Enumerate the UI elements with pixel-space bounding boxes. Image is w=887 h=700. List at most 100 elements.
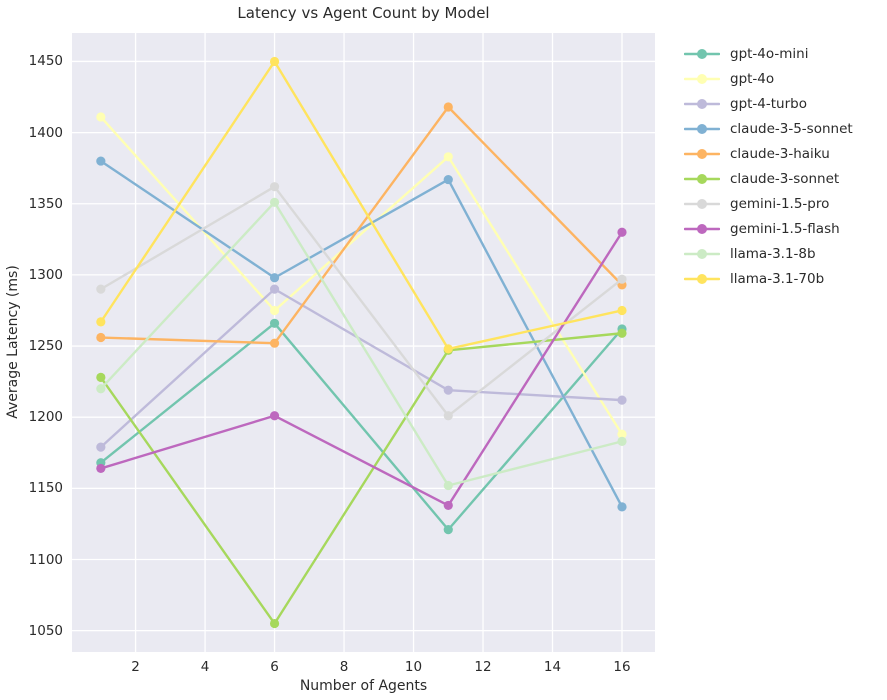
y-tick-label: 1050 xyxy=(28,622,63,639)
legend-marker-icon xyxy=(684,73,720,84)
legend-label: gpt-4o-mini xyxy=(730,45,809,62)
data-point-gpt-4o-mini xyxy=(443,525,453,535)
data-point-llama-3.1-70b xyxy=(96,317,106,327)
legend-marker-icon xyxy=(684,248,720,259)
x-axis-label: Number of Agents xyxy=(299,678,428,694)
legend-label: claude-3-sonnet xyxy=(730,170,840,187)
series-line-claude-3-5-sonnet xyxy=(99,159,624,509)
data-point-gemini-1.5-pro xyxy=(617,274,627,284)
legend-item-gemini-1.5-pro: gemini-1.5-pro xyxy=(684,191,853,216)
legend-item-llama-3.1-8b: llama-3.1-8b xyxy=(684,241,853,266)
legend-item-gpt-4-turbo: gpt-4-turbo xyxy=(684,91,853,116)
legend-label: gpt-4o xyxy=(730,70,775,87)
data-point-llama-3.1-70b xyxy=(617,305,627,316)
data-point-gemini-1.5-pro xyxy=(443,411,453,421)
data-point-llama-3.1-70b xyxy=(269,56,280,67)
data-point-gpt-4o xyxy=(443,152,453,162)
data-point-llama-3.1-8b xyxy=(443,480,453,491)
x-tick-label: 10 xyxy=(404,659,423,675)
data-point-gemini-1.5-flash xyxy=(96,463,106,474)
data-point-gpt-4o xyxy=(617,429,627,439)
series-line-gemini-1.5-flash xyxy=(99,231,624,507)
data-point-claude-3-haiku xyxy=(96,332,106,343)
y-axis-label: Average Latency (ms) xyxy=(5,265,21,419)
data-point-llama-3.1-8b xyxy=(617,436,627,446)
data-point-gemini-1.5-pro xyxy=(96,284,106,294)
data-point-claude-3-haiku xyxy=(269,338,280,348)
legend-label: claude-3-haiku xyxy=(730,145,830,162)
plot-canvas xyxy=(72,33,655,652)
legend-label: claude-3-5-sonnet xyxy=(730,120,853,137)
data-point-llama-3.1-70b xyxy=(443,344,453,354)
series-line-claude-3-sonnet xyxy=(99,332,624,625)
legend-item-gemini-1.5-flash: gemini-1.5-flash xyxy=(684,216,853,241)
y-tick-label: 1250 xyxy=(28,338,63,355)
legend-marker-icon xyxy=(684,198,720,209)
x-tick-label: 6 xyxy=(270,659,279,675)
x-tick-label: 4 xyxy=(200,659,210,675)
plot-area xyxy=(72,33,655,652)
legend-marker-icon xyxy=(684,173,720,184)
data-point-claude-3-sonnet xyxy=(617,328,627,338)
data-point-claude-3-sonnet xyxy=(96,372,106,382)
legend-item-claude-3-sonnet: claude-3-sonnet xyxy=(684,166,853,191)
data-point-gemini-1.5-flash xyxy=(617,227,627,237)
series-line-gpt-4-turbo xyxy=(99,287,624,449)
legend-item-gpt-4o-mini: gpt-4o-mini xyxy=(684,41,853,66)
x-tick-label: 12 xyxy=(474,659,492,675)
y-tick-label: 1400 xyxy=(28,124,63,141)
data-point-gemini-1.5-flash xyxy=(269,411,280,421)
data-point-gpt-4o xyxy=(96,112,106,122)
data-point-gpt-4-turbo xyxy=(96,442,106,452)
legend-label: gpt-4-turbo xyxy=(730,95,807,112)
y-tick-label: 1300 xyxy=(28,266,63,283)
x-tick-label: 2 xyxy=(131,659,140,675)
legend-marker-icon xyxy=(684,48,720,59)
legend-label: llama-3.1-8b xyxy=(730,245,816,262)
series-line-gemini-1.5-pro xyxy=(99,185,624,417)
y-tick-label: 1200 xyxy=(28,409,63,426)
legend-marker-icon xyxy=(684,273,720,284)
data-point-gemini-1.5-flash xyxy=(443,500,453,511)
legend-marker-icon xyxy=(684,223,720,234)
data-point-gpt-4-turbo xyxy=(269,284,280,294)
series-line-llama-3.1-8b xyxy=(99,201,624,487)
data-point-llama-3.1-8b xyxy=(96,384,106,394)
series-line-llama-3.1-70b xyxy=(99,60,624,351)
series-line-claude-3-haiku xyxy=(99,105,624,345)
legend-item-llama-3.1-70b: llama-3.1-70b xyxy=(684,266,853,291)
data-point-claude-3-sonnet xyxy=(269,618,280,629)
data-point-claude-3-5-sonnet xyxy=(96,156,106,166)
y-tick-label: 1100 xyxy=(28,551,63,568)
legend-label: gemini-1.5-pro xyxy=(730,195,830,212)
y-tick-label: 1150 xyxy=(28,480,63,497)
legend-marker-icon xyxy=(684,123,720,134)
legend-item-gpt-4o: gpt-4o xyxy=(684,66,853,91)
data-point-claude-3-5-sonnet xyxy=(617,502,627,512)
data-point-gpt-4-turbo xyxy=(443,385,453,395)
data-point-claude-3-5-sonnet xyxy=(443,174,453,185)
series-line-gpt-4o-mini xyxy=(99,322,624,531)
x-tick-label: 14 xyxy=(543,659,562,675)
data-point-gpt-4o-mini xyxy=(269,318,280,328)
data-point-gpt-4o xyxy=(269,305,280,316)
x-tick-label: 8 xyxy=(339,659,349,675)
data-point-llama-3.1-8b xyxy=(269,197,280,207)
data-point-gemini-1.5-pro xyxy=(269,182,280,192)
x-tick-label: 16 xyxy=(613,659,631,675)
data-point-claude-3-5-sonnet xyxy=(269,273,280,283)
legend-label: llama-3.1-70b xyxy=(730,270,825,287)
legend-marker-icon xyxy=(684,148,720,159)
y-tick-label: 1350 xyxy=(28,195,63,212)
y-tick-label: 1450 xyxy=(28,53,63,70)
legend: gpt-4o-mini gpt-4o gpt-4-turbo claude-3-5-s… xyxy=(684,41,853,291)
legend-item-claude-3-5-sonnet: claude-3-5-sonnet xyxy=(684,116,853,141)
chart-title: Latency vs Agent Count by Model xyxy=(237,4,490,22)
series-line-gpt-4o xyxy=(99,115,624,436)
legend-marker-icon xyxy=(684,98,720,109)
legend-label: gemini-1.5-flash xyxy=(730,220,840,237)
data-point-claude-3-haiku xyxy=(443,102,453,112)
legend-item-claude-3-haiku: claude-3-haiku xyxy=(684,141,853,166)
data-point-gpt-4-turbo xyxy=(617,395,627,405)
